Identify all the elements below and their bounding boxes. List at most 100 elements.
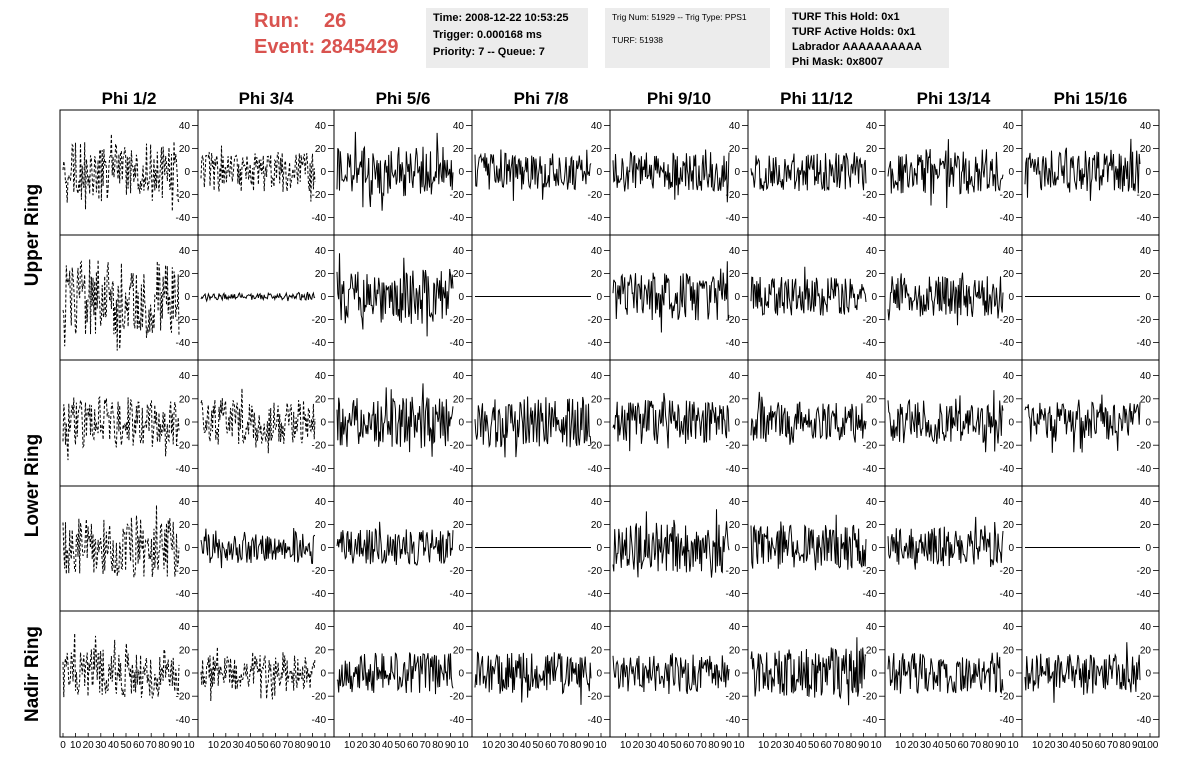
y-tick-label: 20 — [453, 394, 465, 405]
x-tick-label: 50 — [670, 740, 682, 751]
waveform-trace — [612, 509, 730, 578]
column-title-7: Phi 13/14 — [917, 89, 991, 108]
x-tick-label: 60 — [683, 740, 695, 751]
y-tick-label: -40 — [450, 715, 465, 726]
waveform-trace — [887, 390, 1004, 453]
x-tick-label: 10 — [733, 740, 745, 751]
x-tick-label: 30 — [783, 740, 795, 751]
y-tick-label: -20 — [726, 566, 741, 577]
x-tick-label: 10 — [595, 740, 607, 751]
run-label: Run: — [254, 10, 300, 32]
y-tick-label: -20 — [176, 315, 191, 326]
y-tick-label: 20 — [179, 520, 191, 531]
y-tick-label: 40 — [1140, 246, 1152, 257]
x-tick-label: 20 — [1044, 740, 1056, 751]
y-tick-label: 20 — [179, 394, 191, 405]
y-tick-label: -20 — [1000, 566, 1015, 577]
y-tick-label: 0 — [596, 167, 602, 178]
y-tick-label: -20 — [450, 441, 465, 452]
x-tick-label: 90 — [445, 740, 457, 751]
y-tick-label: 0 — [184, 292, 190, 303]
x-tick-label: 20 — [770, 740, 782, 751]
y-tick-label: 40 — [866, 497, 878, 508]
y-tick-label: 40 — [1003, 497, 1015, 508]
y-tick-label: 0 — [596, 292, 602, 303]
y-tick-label: -20 — [1137, 190, 1152, 201]
y-tick-label: 0 — [1145, 167, 1151, 178]
y-tick-label: -40 — [450, 338, 465, 349]
y-tick-label: -40 — [312, 464, 327, 475]
x-tick-label: 80 — [295, 740, 307, 751]
y-tick-label: 20 — [179, 269, 191, 280]
turf-active-holds-text: TURF Active Holds: 0x1 — [792, 26, 916, 38]
x-tick-label: 80 — [1119, 740, 1131, 751]
x-tick-label: 80 — [570, 740, 582, 751]
panel-frame — [1021, 610, 1160, 738]
y-tick-label: -20 — [863, 692, 878, 703]
x-tick-label: 20 — [83, 740, 95, 751]
y-tick-label: 40 — [1003, 622, 1015, 633]
waveform-trace — [200, 291, 316, 303]
y-tick-label: 20 — [729, 645, 741, 656]
y-tick-label: 0 — [1145, 543, 1151, 554]
x-tick-label: 40 — [1069, 740, 1081, 751]
x-tick-label: 10 — [208, 740, 220, 751]
y-tick-label: 40 — [866, 622, 878, 633]
x-tick-label: 10 — [1032, 740, 1044, 751]
waveform-trace — [200, 388, 316, 454]
y-tick-label: 40 — [179, 497, 191, 508]
waveform-trace — [336, 652, 454, 695]
waveform-trace — [1024, 642, 1141, 703]
y-tick-label: -20 — [312, 190, 327, 201]
y-tick-label: 20 — [866, 269, 878, 280]
x-tick-label: 90 — [171, 740, 183, 751]
y-tick-label: -40 — [588, 589, 603, 600]
y-tick-label: -40 — [1137, 589, 1152, 600]
y-tick-label: -40 — [588, 464, 603, 475]
y-tick-label: -20 — [726, 692, 741, 703]
x-tick-label: 20 — [633, 740, 645, 751]
y-tick-label: 0 — [320, 292, 326, 303]
x-tick-label: 30 — [507, 740, 519, 751]
x-tick-label: 50 — [394, 740, 406, 751]
x-tick-label: 70 — [696, 740, 708, 751]
x-tick-label: 90 — [307, 740, 319, 751]
x-tick-label: 10 — [319, 740, 331, 751]
y-tick-label: 20 — [866, 144, 878, 155]
y-tick-label: -40 — [726, 715, 741, 726]
x-tick-label: 30 — [920, 740, 932, 751]
y-tick-label: 40 — [1140, 497, 1152, 508]
x-tick-label: 20 — [907, 740, 919, 751]
y-tick-label: 0 — [871, 543, 877, 554]
y-tick-label: 40 — [1140, 121, 1152, 132]
y-tick-label: 0 — [184, 418, 190, 429]
turf-text: TURF: 51938 — [612, 35, 664, 45]
y-tick-label: 40 — [453, 121, 465, 132]
y-tick-label: 0 — [1008, 669, 1014, 680]
x-tick-label: 40 — [932, 740, 944, 751]
x-tick-label: 90 — [1132, 740, 1144, 751]
y-tick-label: 0 — [734, 418, 740, 429]
y-tick-label: 40 — [315, 246, 327, 257]
x-tick-label: 10 — [344, 740, 356, 751]
y-tick-label: -40 — [863, 213, 878, 224]
y-tick-label: -20 — [312, 566, 327, 577]
y-tick-label: -20 — [450, 190, 465, 201]
waveform-trace — [62, 133, 180, 212]
x-tick-label: 60 — [957, 740, 969, 751]
y-tick-label: 20 — [315, 645, 327, 656]
x-tick-label: 90 — [995, 740, 1007, 751]
waveform-trace — [336, 253, 454, 337]
event-label: Event: — [254, 36, 316, 58]
y-tick-label: -20 — [1000, 315, 1015, 326]
y-tick-label: -40 — [863, 589, 878, 600]
y-tick-label: -20 — [863, 315, 878, 326]
y-tick-label: 40 — [315, 497, 327, 508]
y-tick-label: 40 — [453, 246, 465, 257]
x-tick-label: 30 — [1057, 740, 1069, 751]
y-tick-label: 40 — [1140, 371, 1152, 382]
y-tick-label: 40 — [453, 371, 465, 382]
y-tick-label: 0 — [734, 543, 740, 554]
y-tick-label: 0 — [1008, 292, 1014, 303]
y-tick-label: -20 — [726, 441, 741, 452]
